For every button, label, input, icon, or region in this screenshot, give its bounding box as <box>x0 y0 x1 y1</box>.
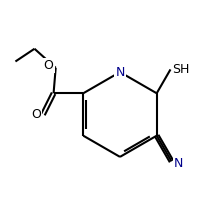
Text: O: O <box>31 108 41 121</box>
Text: N: N <box>115 66 125 79</box>
Text: SH: SH <box>173 63 190 76</box>
Text: O: O <box>44 59 54 72</box>
Text: N: N <box>174 157 183 170</box>
